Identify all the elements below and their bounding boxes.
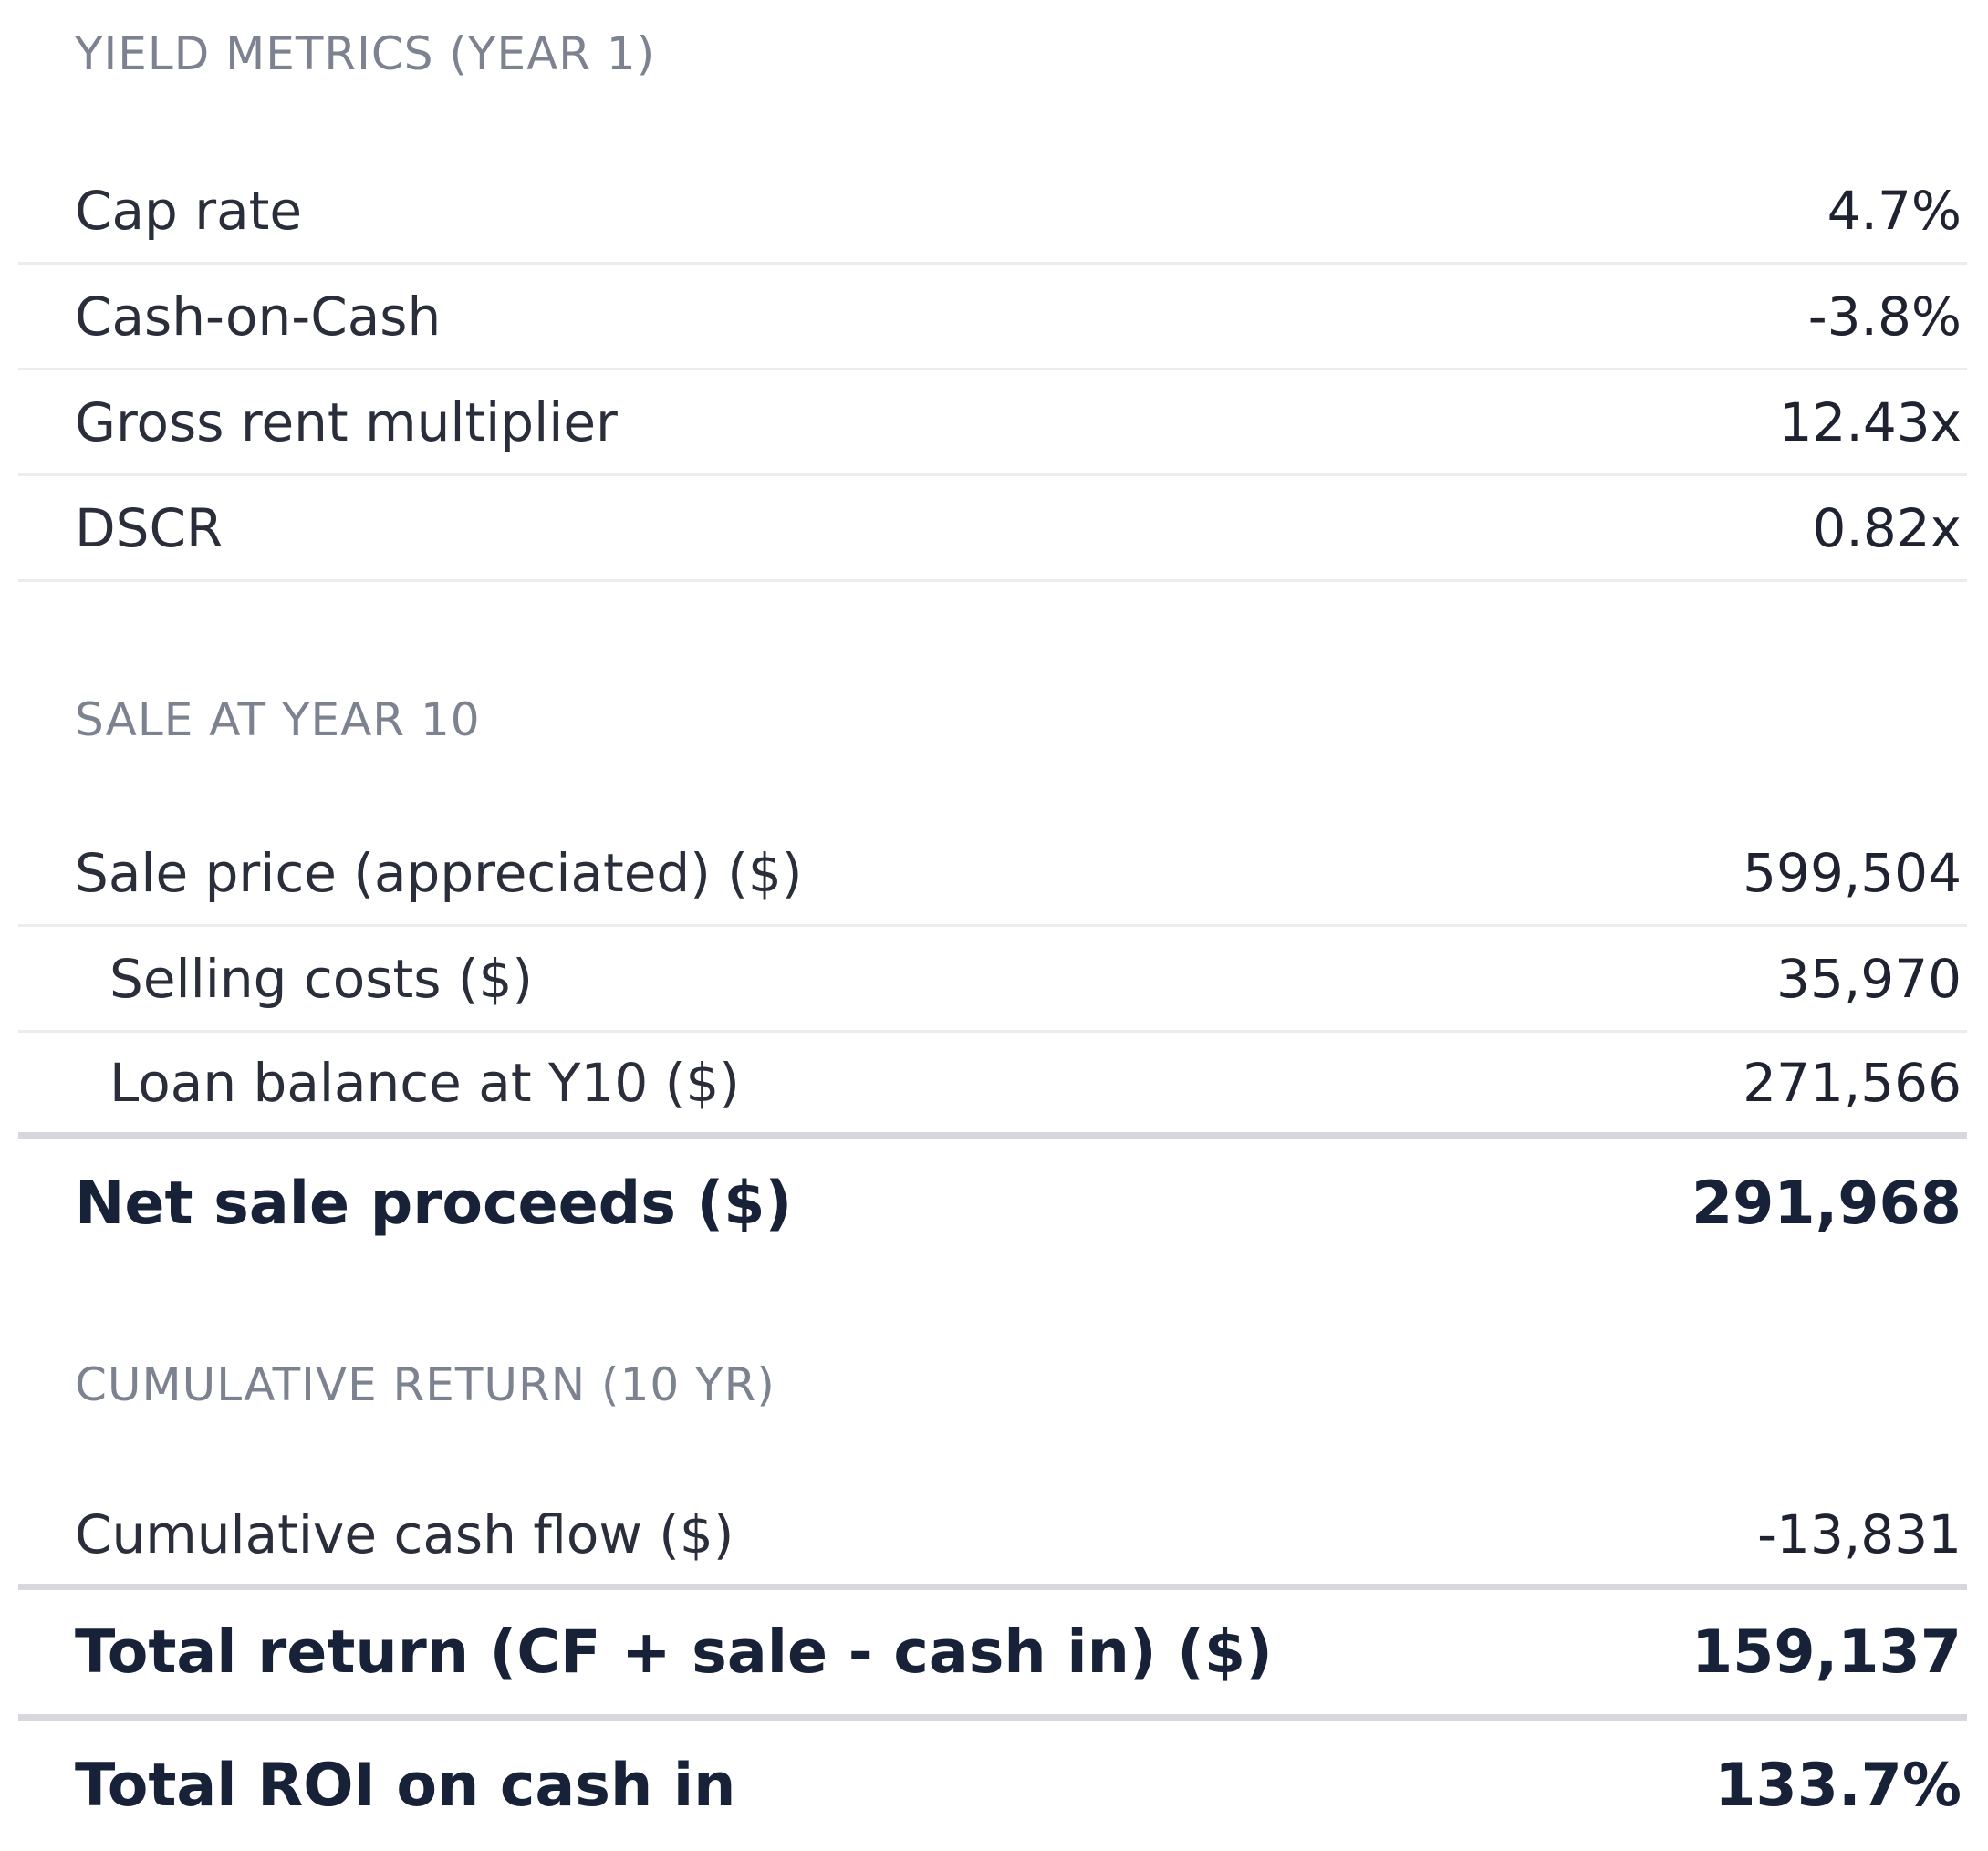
row-label: Cash-on-Cash: [75, 285, 442, 348]
section-title-sale: SALE AT YEAR 10: [75, 693, 481, 746]
row-value: 159,137: [1691, 1617, 1962, 1687]
row-label: Sale price (appreciated) ($): [75, 841, 803, 904]
row-value: 291,968: [1691, 1170, 1962, 1238]
row-value: 271,566: [1743, 1051, 1962, 1114]
row-value: 35,970: [1776, 947, 1962, 1010]
metrics-table: YIELD METRICS (YEAR 1) Cap rate 4.7% Cas…: [18, 0, 1967, 1851]
row-cash-on-cash: Cash-on-Cash -3.8%: [18, 265, 1967, 370]
row-value: -13,831: [1757, 1503, 1962, 1565]
row-gross-rent-multiplier: Gross rent multiplier 12.43x: [18, 370, 1967, 476]
row-value: 4.7%: [1827, 179, 1962, 242]
row-selling-costs: Selling costs ($) 35,970: [18, 927, 1967, 1033]
row-label: DSCR: [75, 496, 224, 559]
section-title-cumulative: CUMULATIVE RETURN (10 YR): [75, 1358, 775, 1411]
row-label: Cap rate: [75, 179, 303, 242]
section-title-yield: YIELD METRICS (YEAR 1): [75, 27, 656, 80]
row-cap-rate: Cap rate 4.7%: [18, 159, 1967, 265]
row-loan-balance: Loan balance at Y10 ($) 271,566: [18, 1033, 1967, 1139]
row-value: 0.82x: [1812, 496, 1962, 559]
row-total-roi: Total ROI on cash in 133.7%: [18, 1721, 1967, 1851]
row-dscr: DSCR 0.82x: [18, 476, 1967, 582]
row-cumulative-cash-flow: Cumulative cash flow ($) -13,831: [18, 1484, 1967, 1590]
row-label: Selling costs ($): [109, 947, 533, 1010]
row-sale-price: Sale price (appreciated) ($) 599,504: [18, 821, 1967, 927]
row-label: Loan balance at Y10 ($): [109, 1051, 740, 1114]
row-value: -3.8%: [1807, 285, 1962, 348]
row-value: 599,504: [1743, 841, 1962, 904]
row-label: Total ROI on cash in: [75, 1752, 736, 1820]
row-value: 133.7%: [1714, 1752, 1962, 1820]
row-net-sale-proceeds: Net sale proceeds ($) 291,968: [18, 1139, 1967, 1269]
row-label: Gross rent multiplier: [75, 390, 618, 453]
row-value: 12.43x: [1778, 390, 1962, 453]
row-label: Total return (CF + sale - cash in) ($): [75, 1617, 1273, 1687]
row-total-return: Total return (CF + sale - cash in) ($) 1…: [18, 1590, 1967, 1721]
row-label: Net sale proceeds ($): [75, 1170, 793, 1238]
row-label: Cumulative cash flow ($): [75, 1503, 734, 1565]
